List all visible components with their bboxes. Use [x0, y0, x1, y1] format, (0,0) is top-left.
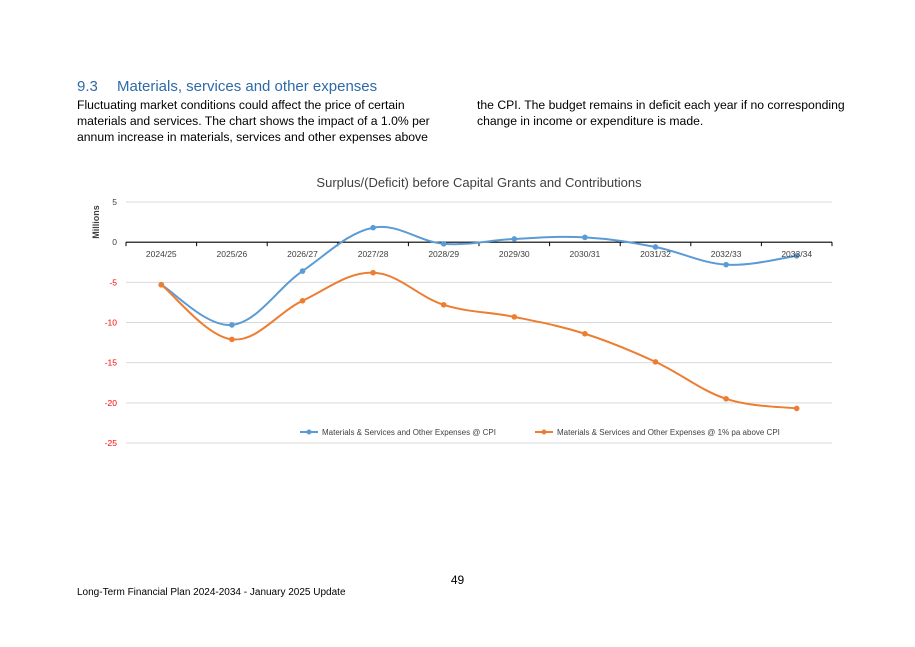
x-tick-label: 2030/31: [570, 249, 601, 259]
section-number: 9.3: [77, 78, 98, 95]
series-line-2: [160, 271, 797, 410]
y-tick-label: 0: [112, 237, 117, 247]
x-tick-label: 2031/32: [640, 249, 671, 259]
y-tick-label: -15: [105, 358, 118, 368]
legend-entry-1: Materials & Services and Other Expenses …: [322, 428, 496, 437]
series-2-point: [793, 405, 800, 412]
series-1-point: [511, 236, 518, 242]
x-tick-label: 2025/26: [217, 249, 248, 259]
series-1-point: [723, 261, 729, 268]
legend-marker-2: [541, 429, 547, 435]
series-2-point: [440, 302, 447, 308]
y-tick-label: -20: [105, 398, 118, 408]
series-2-point: [652, 359, 659, 365]
x-tick-label: 2033/34: [781, 249, 812, 259]
x-tick-label: 2028/29: [428, 249, 459, 259]
body-text-right: the CPI. The budget remains in deficit e…: [477, 98, 845, 128]
page-number: 49: [450, 573, 465, 587]
series-1-point: [229, 322, 235, 328]
series-2-point: [511, 314, 518, 320]
x-tick-label: 2024/25: [146, 249, 177, 259]
x-tick-label: 2027/28: [358, 249, 389, 259]
chart-title: Surplus/(Deficit) before Capital Grants …: [316, 175, 642, 190]
y-tick-label: -25: [105, 438, 118, 448]
page-footer: Long-Term Financial Plan 2024-2034 - Jan…: [77, 587, 346, 598]
x-tick-label: 2032/33: [711, 249, 742, 259]
legend-marker-1: [306, 429, 312, 435]
x-tick-label: 2029/30: [499, 249, 530, 259]
y-axis-label: Millions: [91, 205, 101, 239]
series-2-point: [582, 330, 588, 337]
series-2-point: [370, 269, 376, 276]
series-1-point: [299, 268, 306, 274]
y-tick-label: -10: [105, 318, 118, 328]
y-tick-label: -5: [109, 277, 117, 287]
y-tick-label: 5: [112, 197, 117, 207]
body-text-left: Fluctuating market conditions could affe…: [77, 98, 430, 144]
series-1-point: [652, 244, 659, 250]
section-title: Materials, services and other expenses: [117, 78, 378, 95]
series-2-point: [229, 336, 235, 343]
series-1-point: [440, 240, 447, 247]
series-1-point: [793, 253, 800, 259]
section-heading: 9.3 Materials, services and other expense…: [77, 78, 377, 95]
series-1-point: [370, 224, 376, 231]
x-tick-label: 2026/27: [287, 249, 318, 259]
series-line-1: [160, 225, 797, 326]
series-2-point: [723, 396, 729, 402]
series-1-point: [582, 234, 588, 241]
series-2-point: [158, 281, 165, 288]
legend-entry-2: Materials & Services and Other Expenses …: [557, 428, 780, 437]
series-2-point: [299, 298, 306, 304]
